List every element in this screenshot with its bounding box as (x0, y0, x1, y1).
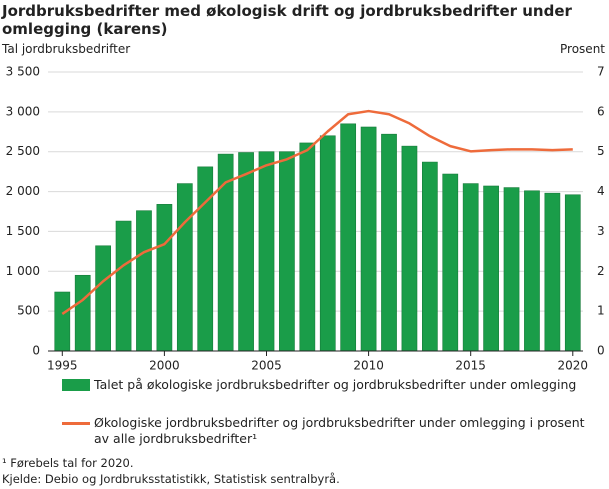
bar (74, 274, 91, 352)
footnote: ¹ Førebels tal for 2020. (2, 456, 134, 470)
legend-label: Talet på økologiske jordbruksbedrifter o… (94, 377, 577, 392)
bar (462, 183, 479, 352)
bar (421, 161, 438, 352)
bar (401, 145, 418, 352)
bar (279, 151, 295, 352)
y-tick-label: 1 000 (6, 264, 40, 278)
y-tick-label: 1 500 (6, 224, 40, 238)
y2-tick-label: 2 (597, 264, 605, 278)
bar (503, 187, 520, 352)
bar (381, 133, 397, 352)
bar (136, 210, 152, 352)
bar (340, 123, 357, 352)
y-tick-label: 3 000 (6, 104, 40, 118)
bar (544, 192, 561, 352)
bar (442, 173, 459, 352)
bar (524, 190, 540, 352)
legend-swatch (62, 379, 90, 391)
bar (483, 185, 499, 352)
y-axis-label: Tal jordbruksbedrifter (2, 42, 131, 56)
x-tick-label: 2000 (149, 359, 180, 373)
legend-entry: Økologiske jordbruksbedrifter og jordbru… (62, 415, 594, 447)
bar (197, 166, 214, 352)
bar (258, 151, 275, 352)
x-tick-label: 2010 (353, 359, 384, 373)
x-tick-label: 2015 (455, 359, 486, 373)
y2-tick-label: 6 (597, 104, 605, 118)
y-tick-label: 2 000 (6, 184, 40, 198)
x-tick-label: 2020 (558, 359, 589, 373)
bar (95, 245, 111, 352)
legend-label: Økologiske jordbruksbedrifter og jordbru… (94, 415, 585, 446)
y2-tick-label: 3 (597, 224, 605, 238)
chart: 0 500 1 000 1 500 2 000 2 500 3 000 3 500 0 1 2 3 4 5… (6, 65, 605, 373)
y2-tick-label: 7 (597, 65, 605, 79)
bar (360, 126, 377, 352)
line (61, 109, 573, 315)
y2-tick-label: 0 (597, 344, 605, 358)
bar (299, 142, 316, 352)
legend-entry: Talet på økologiske jordbruksbedrifter o… (62, 377, 609, 393)
chart-title: Jordbruksbedrifter med økologisk drift o… (2, 2, 572, 38)
source: Kjelde: Debio og Jordbruksstatistikk, St… (2, 472, 340, 486)
bar (156, 204, 173, 352)
y-tick-label: 3 500 (6, 65, 40, 79)
bar (176, 183, 193, 352)
x-tick-label: 2005 (251, 359, 282, 373)
bar (54, 291, 71, 352)
y2-tick-label: 5 (597, 144, 605, 158)
y2-tick-label: 1 (597, 304, 605, 318)
legend-swatch (62, 422, 90, 425)
y-tick-label: 2 500 (6, 144, 40, 158)
x-tick-label: 1995 (47, 359, 78, 373)
bar (319, 135, 336, 352)
y2-axis-label: Prosent (560, 42, 605, 56)
bar (115, 220, 132, 352)
y2-tick-label: 4 (597, 184, 605, 198)
y-tick-label: 500 (17, 304, 40, 318)
bar (564, 194, 581, 352)
bar (238, 152, 254, 352)
y-tick-label: 0 (32, 344, 40, 358)
